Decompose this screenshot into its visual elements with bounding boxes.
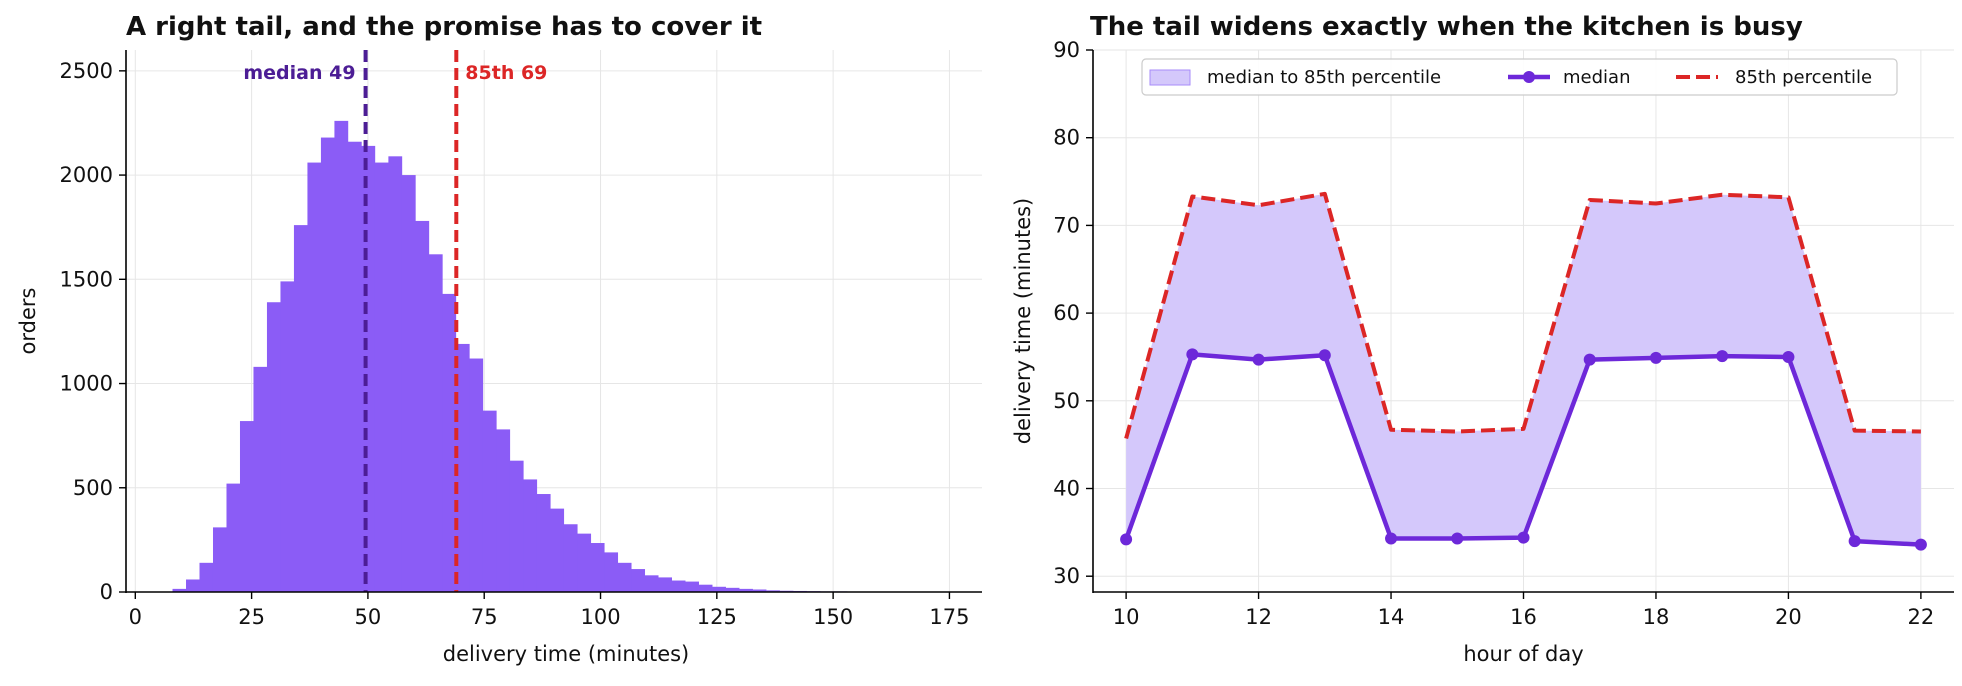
legend-band-label: median to 85th percentile [1207, 67, 1441, 88]
histogram-bar [186, 579, 200, 592]
histogram-bar [402, 175, 416, 592]
histogram-bar [564, 524, 578, 592]
y-axis-title: orders [16, 288, 40, 355]
histogram-bar [200, 563, 214, 592]
histogram-bar [321, 138, 335, 592]
histogram-bar [307, 163, 321, 592]
histogram-bar [469, 359, 483, 592]
x-tick-label: 75 [471, 605, 498, 629]
histogram-panel: median 49 85th 69 0 25 50 75 100 125 150 175 0 500 1… [16, 12, 982, 666]
histogram-bar [658, 577, 672, 592]
histogram-bar [631, 569, 645, 592]
median-point [1319, 349, 1331, 361]
histogram-bar [415, 221, 429, 592]
y-tick-label: 40 [1053, 477, 1080, 501]
y-tick-label: 70 [1053, 213, 1080, 237]
histogram-bar [213, 527, 227, 592]
histogram-bar [618, 563, 632, 592]
median-point [1584, 354, 1596, 366]
x-tick-label: 50 [355, 605, 382, 629]
median-point [1385, 533, 1397, 545]
y-tick-label: 2000 [60, 163, 113, 187]
histogram-bar [267, 302, 281, 592]
histogram-bar [645, 575, 659, 592]
histogram-bar [334, 121, 348, 592]
chart-title: A right tail, and the promise has to cov… [126, 12, 762, 42]
median-point [1716, 350, 1728, 362]
p85-label: 85th 69 [465, 62, 547, 84]
legend-band-swatch [1150, 70, 1190, 85]
median-point [1518, 532, 1530, 544]
chart-title: The tail widens exactly when the kitchen… [1090, 12, 1803, 42]
y-axis-title: delivery time (minutes) [1011, 198, 1035, 445]
histogram-bar [550, 509, 564, 592]
y-tick-label: 80 [1053, 126, 1080, 150]
histogram-bar [699, 585, 713, 592]
median-point [1915, 539, 1927, 551]
histogram-bar [604, 552, 618, 592]
x-tick-label: 150 [813, 605, 853, 629]
x-tick-label: 18 [1643, 605, 1670, 629]
histogram-bar [510, 461, 524, 592]
median-label: median 49 [243, 62, 355, 84]
histogram-bar [591, 543, 605, 592]
median-point [1849, 535, 1861, 547]
x-axis-title: hour of day [1463, 642, 1583, 666]
legend: median to 85th percentile median 85th perc… [1142, 59, 1897, 95]
histogram-bar [537, 494, 551, 592]
histogram-bar [429, 254, 443, 592]
median-point [1451, 533, 1463, 545]
legend-median-label: median [1563, 67, 1630, 88]
histogram-bar [685, 582, 699, 592]
histogram-bar [280, 281, 294, 592]
x-tick-label: 22 [1908, 605, 1935, 629]
x-tick-label: 14 [1378, 605, 1405, 629]
histogram-bar [361, 146, 375, 592]
y-tick-label: 1000 [60, 372, 113, 396]
y-tick-label: 1500 [60, 267, 113, 291]
histogram-bar [483, 411, 497, 592]
x-tick-label: 0 [129, 605, 142, 629]
x-tick-label: 100 [580, 605, 620, 629]
y-tick-label: 30 [1053, 564, 1080, 588]
median-point [1650, 352, 1662, 364]
y-tick-label: 50 [1053, 389, 1080, 413]
histogram-bar [577, 534, 591, 592]
histogram-bar [442, 294, 456, 592]
histogram-bar [496, 429, 510, 592]
y-tick-label: 500 [73, 476, 113, 500]
histogram-bar [253, 367, 267, 592]
y-tick-label: 0 [100, 580, 113, 604]
median-point [1120, 533, 1132, 545]
histogram-bar [523, 479, 537, 592]
median-point [1253, 354, 1265, 366]
histogram-bar [388, 156, 402, 592]
x-tick-label: 25 [238, 605, 265, 629]
x-tick-label: 10 [1113, 605, 1140, 629]
y-tick-label: 2500 [60, 59, 113, 83]
histogram-bar [226, 484, 240, 592]
histogram-bar [294, 225, 308, 592]
x-tick-label: 175 [929, 605, 969, 629]
x-tick-label: 20 [1775, 605, 1802, 629]
median-point [1186, 348, 1198, 360]
x-tick-label: 12 [1245, 605, 1272, 629]
legend-p85-label: 85th percentile [1735, 67, 1872, 88]
legend-median-marker [1523, 71, 1535, 83]
x-axis-title: delivery time (minutes) [443, 642, 690, 666]
y-tick-label: 90 [1053, 38, 1080, 62]
median-point [1782, 351, 1794, 363]
x-tick-label: 125 [697, 605, 737, 629]
histogram-bar [240, 421, 254, 592]
histogram-bar [672, 581, 686, 592]
histogram-bar [375, 163, 389, 592]
y-tick-label: 60 [1053, 301, 1080, 325]
histogram-bar [348, 142, 362, 592]
line-chart-panel: 10 12 14 16 18 20 22 30 40 50 60 70 80 90 The tail wid… [1011, 12, 1954, 666]
x-tick-label: 16 [1510, 605, 1537, 629]
